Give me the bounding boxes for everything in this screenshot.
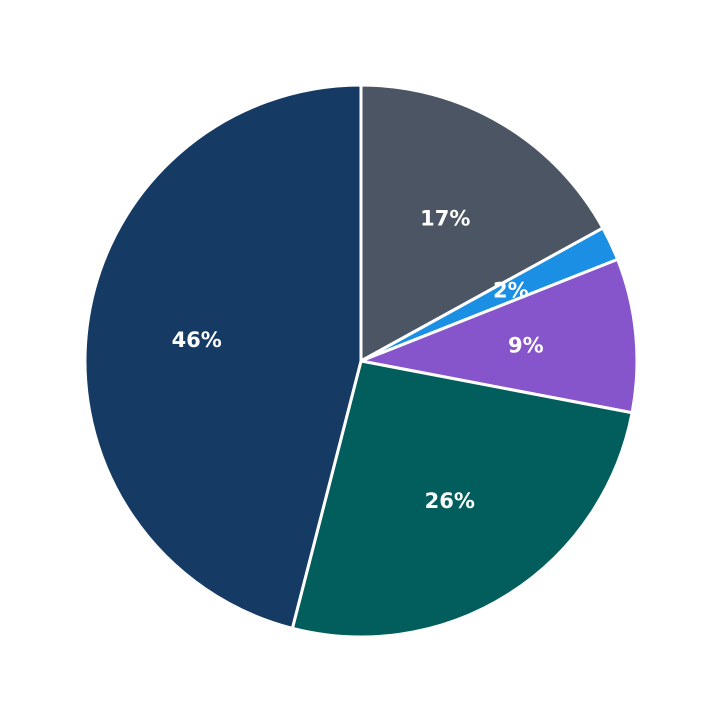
- pie-labels: 17% 2% 9% 26% 46%: [172, 206, 544, 512]
- pie-slice-4: [83, 83, 363, 630]
- pie-slice-label-0: 17%: [420, 206, 470, 230]
- pie-slice-2: [359, 257, 639, 415]
- pie-slice-0: [359, 83, 605, 363]
- pie-slice-label-4: 46%: [172, 328, 222, 352]
- pie-slice-label-1: 2%: [493, 278, 529, 302]
- pie-slice-label-2: 9%: [508, 333, 544, 357]
- pie-slice-label-3: 26%: [425, 489, 475, 513]
- pie-slice-3: [290, 359, 634, 639]
- pie-slices: [83, 83, 639, 639]
